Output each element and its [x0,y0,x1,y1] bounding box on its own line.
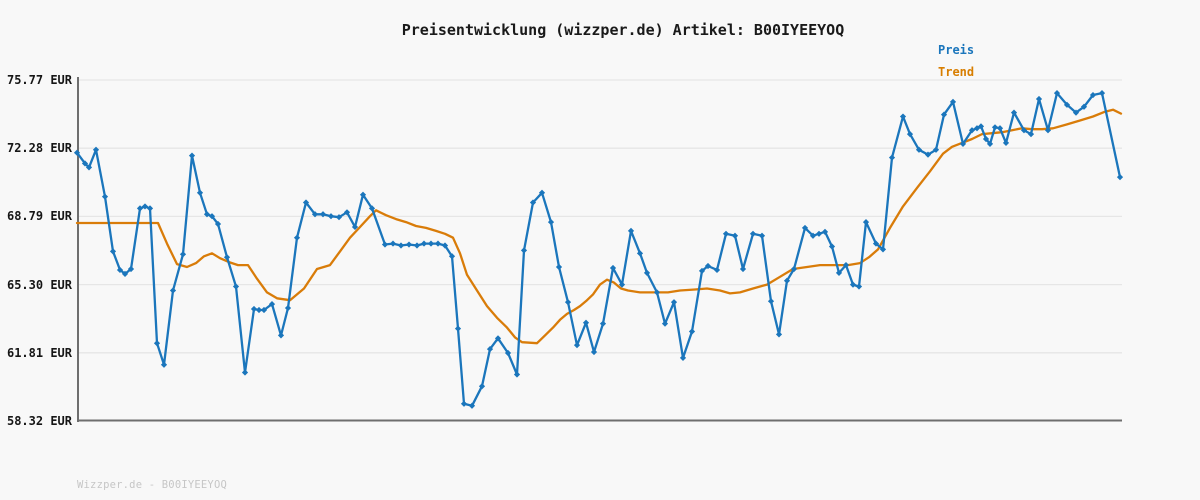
y-axis-label: 58.32 EUR [6,414,72,428]
legend-preis-label: Preis [938,43,975,57]
chart-title: Preisentwicklung (wizzper.de) Artikel: B… [401,21,845,39]
legend-trend-label: Trend [938,65,975,79]
series-line-preis [75,91,1122,407]
series-line-trend [75,108,1123,345]
y-axis-label: 68.79 EUR [6,209,72,224]
chart-legend: Preis Trend [938,39,974,83]
footer-watermark: Wizzper.de - B00IYEEYOQ [77,479,227,491]
y-axis-label: 75.77 EUR [6,73,72,87]
y-axis-label: 61.81 EUR [6,345,72,360]
y-axis-labels: 75.77 EUR 72.28 EUR 68.79 EUR 65.30 EUR 61.8… [0,0,72,500]
y-axis-label: 72.28 EUR [6,141,72,156]
y-axis-label: 65.30 EUR [6,277,72,292]
